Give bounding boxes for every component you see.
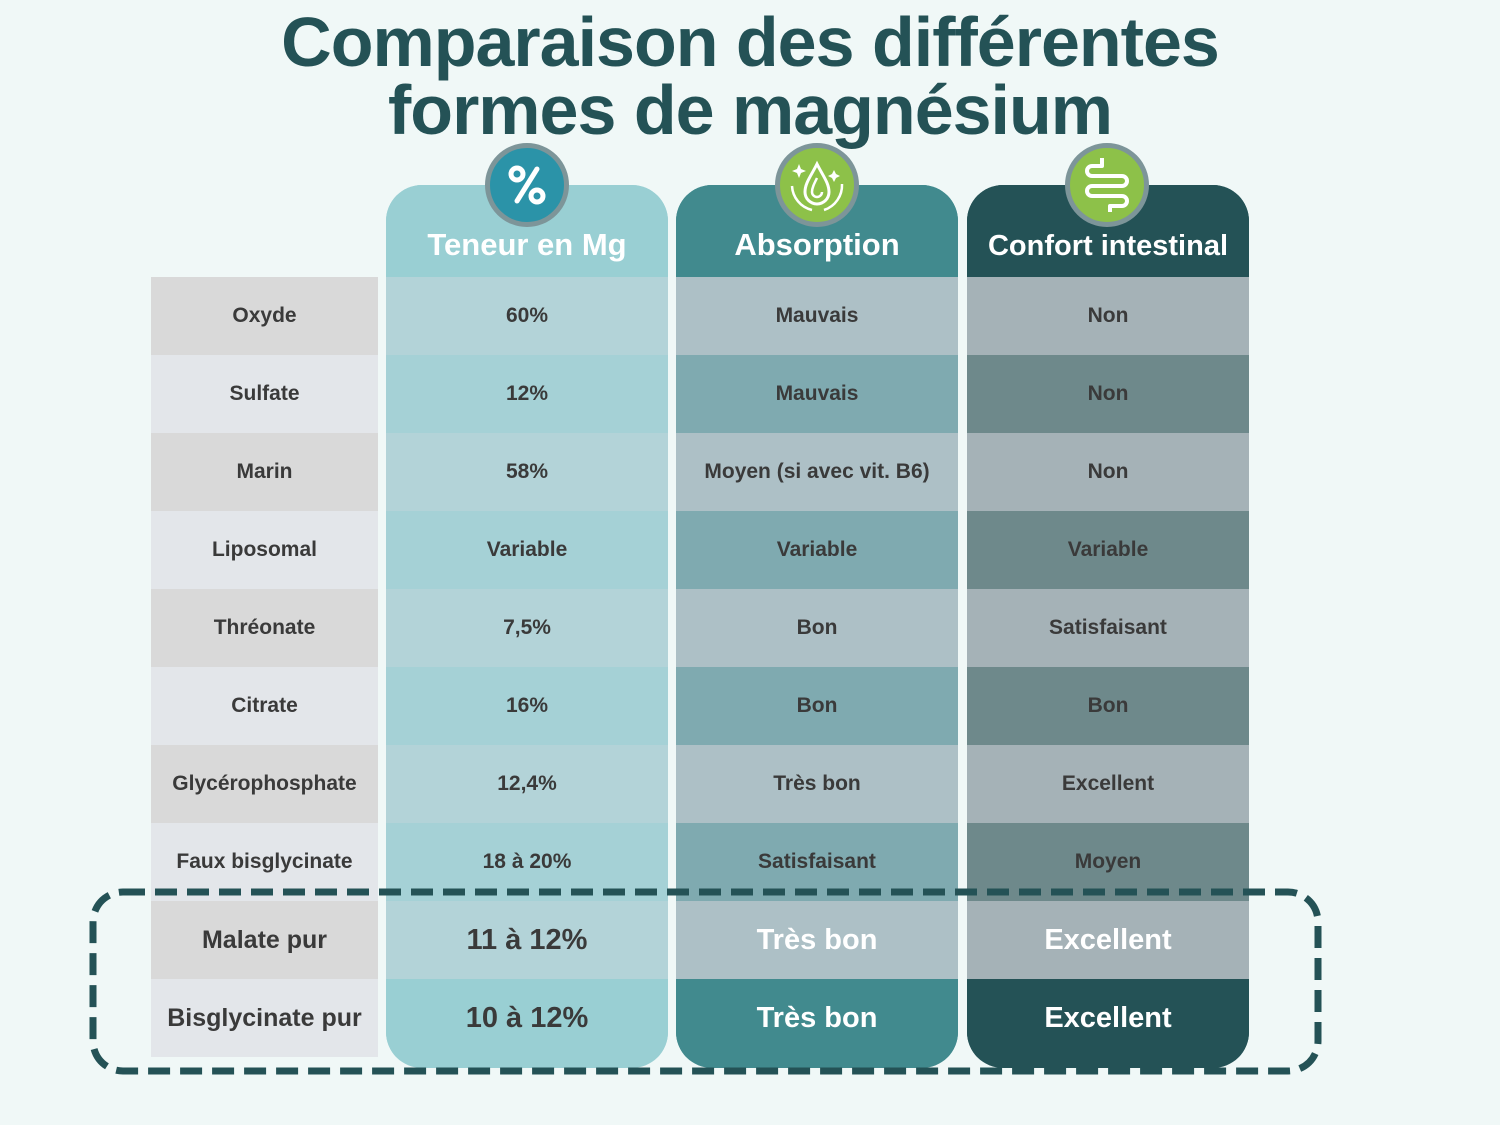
table-cell: Non (967, 277, 1249, 355)
table-cell: Très bon (676, 979, 958, 1057)
page-title: Comparaison des différentes formes de ma… (0, 3, 1500, 149)
table-cell: 10 à 12% (386, 979, 668, 1057)
row-labels: Oxyde Sulfate Marin Liposomal Thréonate Citra… (151, 277, 378, 1057)
table-cell: Moyen (967, 823, 1249, 901)
table-cell: Bon (676, 589, 958, 667)
row-label: Oxyde (151, 277, 378, 355)
title-line-1: Comparaison des différentes (281, 3, 1220, 81)
table-cell: Très bon (676, 745, 958, 823)
table-cell: 18 à 20% (386, 823, 668, 901)
table-cell: Mauvais (676, 355, 958, 433)
water-drop-sparkle-icon (775, 143, 859, 227)
table-cell: Bon (967, 667, 1249, 745)
row-label: Marin (151, 433, 378, 511)
table-cell: Non (967, 433, 1249, 511)
row-label: Faux bisglycinate (151, 823, 378, 901)
table-cell: Variable (967, 511, 1249, 589)
table-cell: 7,5% (386, 589, 668, 667)
column-teneur: Teneur en Mg 60% 12% 58% Variable 7,5% 16% 12,4… (386, 185, 668, 1068)
table-cell: Variable (676, 511, 958, 589)
table-cell: Excellent (967, 979, 1249, 1057)
table-cell: Excellent (967, 901, 1249, 979)
column-confort: Confort intestinal Non Non Non Variable Satis… (967, 185, 1249, 1068)
row-label: Liposomal (151, 511, 378, 589)
table-cell: Variable (386, 511, 668, 589)
title-line-2: formes de magnésium (388, 71, 1113, 149)
table-cell: Satisfaisant (967, 589, 1249, 667)
table-cell: Moyen (si avec vit. B6) (676, 433, 958, 511)
table-cell: Mauvais (676, 277, 958, 355)
table-cell: 16% (386, 667, 668, 745)
percent-icon (485, 143, 569, 227)
row-label: Citrate (151, 667, 378, 745)
row-label: Thréonate (151, 589, 378, 667)
table-cell: Non (967, 355, 1249, 433)
table-cell: Satisfaisant (676, 823, 958, 901)
table-cell: Bon (676, 667, 958, 745)
table-cell: Très bon (676, 901, 958, 979)
intestine-icon (1065, 143, 1149, 227)
table-cell: 12% (386, 355, 668, 433)
column-absorption: Absorption Mauvais Mauvais Moyen (si avec v… (676, 185, 958, 1068)
table-cell: 58% (386, 433, 668, 511)
table-cell: 60% (386, 277, 668, 355)
table-cell: Excellent (967, 745, 1249, 823)
row-label: Glycérophosphate (151, 745, 378, 823)
table-cell: 11 à 12% (386, 901, 668, 979)
column-header: Absorption (676, 185, 958, 277)
row-label: Malate pur (151, 901, 378, 979)
row-label: Sulfate (151, 355, 378, 433)
table-cell: 12,4% (386, 745, 668, 823)
row-label: Bisglycinate pur (151, 979, 378, 1057)
